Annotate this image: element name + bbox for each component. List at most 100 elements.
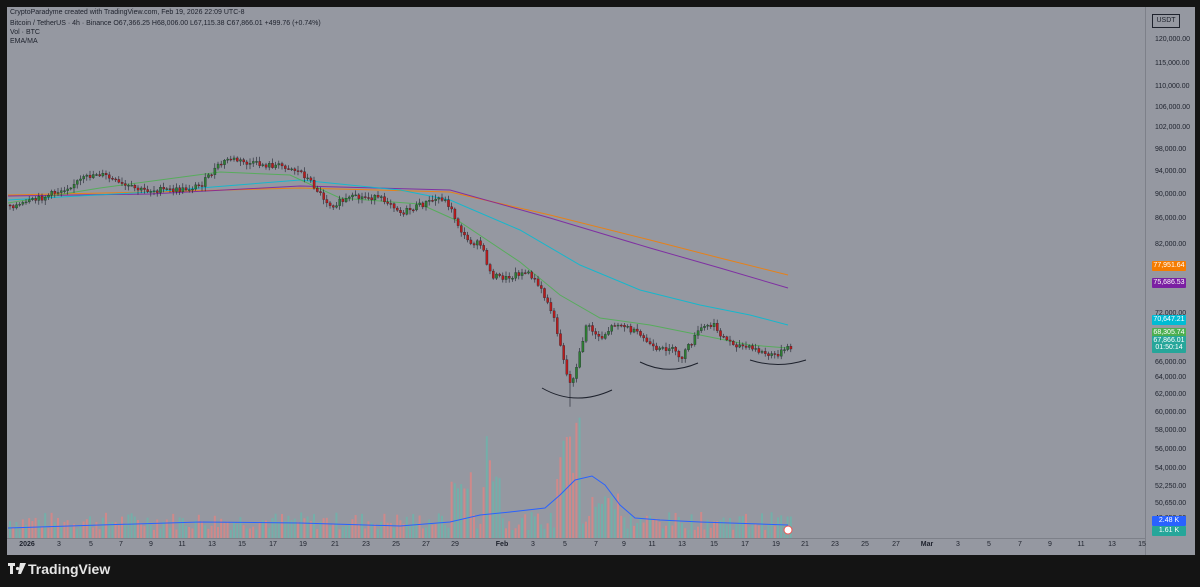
candle-body bbox=[181, 187, 185, 192]
candle-body bbox=[239, 159, 242, 162]
volume-bar bbox=[655, 518, 658, 538]
volume-bar bbox=[764, 529, 767, 538]
volume-bar bbox=[665, 525, 667, 538]
volume-bar bbox=[105, 512, 107, 538]
volume-bar bbox=[338, 529, 341, 538]
time-tick: 7 bbox=[119, 541, 123, 548]
candle-body bbox=[242, 159, 245, 163]
price-tick: 102,000.00 bbox=[1155, 124, 1191, 131]
volume-bar bbox=[428, 519, 431, 538]
candle-body bbox=[316, 188, 319, 192]
symbol-legend[interactable]: Bitcoin / TetherUS · 4h · Binance O67,36… bbox=[10, 20, 321, 27]
candle-body bbox=[351, 194, 354, 198]
drawing-arc-left bbox=[541, 387, 613, 399]
volume-bar bbox=[213, 515, 216, 538]
volume-bar bbox=[73, 523, 75, 538]
volume-bar bbox=[239, 517, 242, 538]
candle-body bbox=[623, 325, 626, 328]
candle-body bbox=[562, 345, 565, 360]
right-gutter bbox=[1195, 7, 1200, 555]
volume-bar bbox=[732, 529, 735, 538]
volume-bar bbox=[306, 516, 309, 538]
candle-body bbox=[511, 278, 514, 280]
volume-bar bbox=[290, 520, 293, 538]
volume-bar bbox=[767, 524, 770, 538]
candle-body bbox=[748, 345, 751, 348]
volume-bar bbox=[463, 488, 466, 538]
volume-bar bbox=[380, 521, 383, 538]
candle-body bbox=[280, 163, 284, 167]
candle-body bbox=[18, 204, 21, 206]
candle-body bbox=[620, 324, 623, 327]
top-bar bbox=[0, 0, 1200, 7]
volume-bar bbox=[281, 514, 283, 538]
candle-body bbox=[328, 202, 332, 206]
candle-body bbox=[325, 199, 329, 204]
volume-bar bbox=[498, 478, 501, 538]
candle-body bbox=[146, 189, 149, 192]
volume-bar bbox=[508, 521, 511, 538]
volume-bar bbox=[591, 497, 594, 538]
volume-bar bbox=[217, 527, 219, 538]
volume-bar bbox=[572, 472, 575, 538]
time-tick: 19 bbox=[299, 541, 307, 548]
candle-body bbox=[597, 334, 601, 337]
candle-body bbox=[783, 349, 786, 351]
candle-body bbox=[600, 336, 604, 339]
candle-body bbox=[642, 335, 645, 339]
volume-bar bbox=[268, 527, 271, 538]
volume-bar bbox=[780, 515, 783, 538]
candle-body bbox=[770, 353, 773, 356]
price-badge: 77,951.64 bbox=[1152, 261, 1186, 271]
volume-bar bbox=[386, 522, 389, 538]
volume-bar bbox=[34, 517, 37, 538]
volume-bar bbox=[82, 521, 85, 538]
volume-legend[interactable]: Vol · BTC bbox=[10, 29, 40, 36]
candle-body bbox=[296, 170, 300, 172]
candle-body bbox=[434, 198, 437, 201]
volume-bar bbox=[210, 525, 213, 538]
candle-body bbox=[488, 264, 492, 272]
candle-body bbox=[648, 341, 652, 345]
volume-bar bbox=[537, 513, 539, 538]
candle-body bbox=[175, 187, 178, 192]
volume-bar bbox=[249, 528, 251, 538]
volume-bar bbox=[127, 514, 130, 538]
volume-bar bbox=[233, 521, 235, 538]
ema-legend[interactable]: EMA/MA bbox=[10, 38, 38, 45]
candle-body bbox=[50, 191, 53, 196]
candle-body bbox=[677, 351, 681, 358]
volume-bar bbox=[745, 513, 747, 538]
candle-body bbox=[383, 196, 386, 203]
volume-bar bbox=[658, 521, 661, 538]
time-tick: 27 bbox=[422, 541, 430, 548]
candle-body bbox=[744, 345, 748, 348]
volume-bar bbox=[476, 528, 479, 538]
time-tick: Mar bbox=[920, 541, 934, 548]
candle-body bbox=[456, 218, 460, 226]
candle-body bbox=[687, 344, 690, 350]
candle-body bbox=[712, 323, 716, 327]
currency-selector[interactable]: USDT bbox=[1152, 14, 1180, 28]
volume-bar bbox=[722, 517, 725, 538]
price-tick: 98,000.00 bbox=[1155, 146, 1187, 153]
candle-body bbox=[364, 196, 367, 198]
time-tick: 13 bbox=[1108, 541, 1116, 548]
candle-body bbox=[143, 187, 146, 190]
volume-bar bbox=[31, 521, 34, 538]
candle-body bbox=[524, 272, 527, 274]
candle-body bbox=[616, 324, 620, 327]
volume-bar bbox=[460, 484, 463, 538]
candle-body bbox=[671, 347, 674, 349]
volume-bar bbox=[719, 519, 722, 538]
volume-bar bbox=[44, 513, 47, 538]
volume-bar bbox=[162, 521, 165, 538]
alert-marker-icon bbox=[783, 525, 793, 535]
volume-bar bbox=[300, 512, 303, 538]
volume-bar bbox=[533, 516, 536, 538]
candle-body bbox=[392, 203, 396, 209]
time-axis[interactable] bbox=[7, 538, 1145, 556]
candle-body bbox=[732, 341, 735, 345]
candle-body bbox=[114, 178, 117, 181]
volume-bar bbox=[21, 519, 24, 538]
